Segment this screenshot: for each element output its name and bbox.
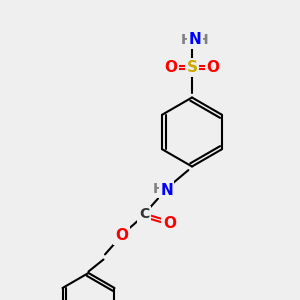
Text: S: S xyxy=(187,60,197,75)
Text: C: C xyxy=(139,208,149,221)
Text: O: O xyxy=(163,216,176,231)
Text: H: H xyxy=(153,182,164,196)
Text: N: N xyxy=(160,183,173,198)
Text: O: O xyxy=(206,60,220,75)
Text: O: O xyxy=(115,228,128,243)
Text: H: H xyxy=(197,33,208,46)
Text: H: H xyxy=(181,33,192,46)
Text: O: O xyxy=(164,60,178,75)
Text: N: N xyxy=(189,32,201,47)
